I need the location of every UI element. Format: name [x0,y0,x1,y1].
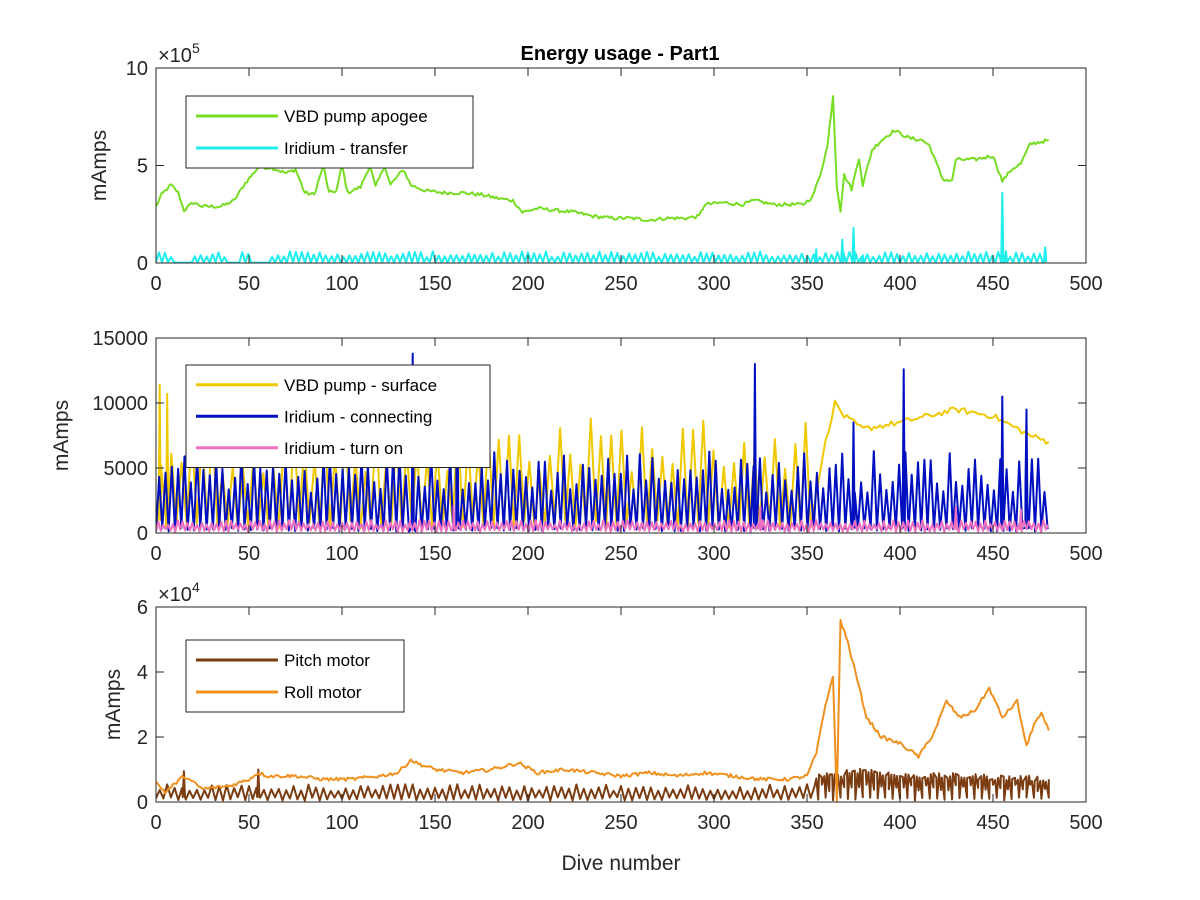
x-tick-label: 50 [238,543,260,565]
legend-entry-iridium-turn-on: Iridium - turn on [284,439,403,458]
subplot-2: 0 50 100 150 200 250 300 350 400 450 5000500010000… [50,328,1103,565]
y-multiplier-exponent: 5 [192,40,200,56]
y-tick-label: 5 [137,156,148,178]
subplot-1: Energy usage - Part1 ×105 0 50 100 150 200 25… [88,40,1103,295]
axes: 0 50 100 150 200 250 300 350 400 450 5000500010000… [92,328,1102,565]
legend-entry-iridium-connecting: Iridium - connecting [284,407,432,426]
y-tick-label: 15000 [92,328,148,350]
x-tick-label: 250 [604,812,637,834]
x-tick-label: 400 [883,273,916,295]
x-tick-label: 500 [1069,543,1102,565]
x-tick-label: 200 [511,812,544,834]
axes: 0 50 100 150 200 250 300 350 400 450 500 0 2 4 6 [137,597,1103,834]
x-tick-label: 150 [418,812,451,834]
y-tick-label: 6 [137,597,148,619]
series-line-vbd-pump-apogee [156,95,1049,223]
x-tick-label: 50 [238,273,260,295]
series-line-iridium-connecting [156,352,1049,533]
y-tick-label: 0 [137,523,148,545]
x-tick-label: 0 [150,543,161,565]
legend-box [185,639,405,713]
y-tick-label: 2 [137,727,148,749]
x-tick-label: 300 [697,543,730,565]
series-line-pitch-motor [156,767,1050,802]
x-tick-label: 450 [976,273,1009,295]
y-tick-label: 10 [126,58,148,80]
series-line-iridium-turn-on [156,504,1050,533]
x-tick-label: 300 [697,273,730,295]
y-tick-label: 4 [137,662,148,684]
y-axis-label: mAmps [88,130,111,201]
x-tick-label: 500 [1069,273,1102,295]
x-tick-label: 100 [325,543,358,565]
x-tick-label: 350 [790,812,823,834]
y-axis-label: mAmps [102,669,125,740]
y-multiplier-base: ×10 [158,584,192,606]
chart-title: Energy usage - Part1 [521,43,720,65]
series-line-roll-motor [156,618,1050,802]
legend-entry-vbd-pump-apogee: VBD pump apogee [284,107,428,126]
legend: VBD pump apogee Iridium - transfer [185,95,474,169]
legend-entry-roll-motor: Roll motor [284,683,362,702]
axes: 0 50 100 150 200 250 300 350 400 450 500 0 5 10 [126,58,1103,295]
y-axis-label: mAmps [50,400,73,471]
x-tick-label: 500 [1069,812,1102,834]
x-tick-label: 350 [790,273,823,295]
y-multiplier-exponent: 4 [192,579,200,595]
y-multiplier: ×105 [158,40,200,67]
x-axis-label: Dive number [561,852,680,875]
x-tick-label: 400 [883,812,916,834]
x-tick-label: 250 [604,273,637,295]
x-tick-label: 150 [418,273,451,295]
legend: Pitch motor Roll motor [185,639,405,713]
x-tick-label: 450 [976,543,1009,565]
x-tick-label: 0 [150,273,161,295]
y-tick-label: 0 [137,792,148,814]
y-tick-label: 10000 [92,393,148,415]
legend-entry-vbd-pump-surface: VBD pump - surface [284,376,437,395]
x-tick-label: 50 [238,812,260,834]
legend-entry-pitch-motor: Pitch motor [284,651,370,670]
plot-lines [156,618,1050,802]
series-line-vbd-pump-surface [156,383,1050,530]
x-tick-label: 100 [325,812,358,834]
subplot-3: ×104 0 50 100 150 200 250 300 350 400 450 5000246 … [102,579,1103,875]
y-multiplier: ×104 [158,579,200,606]
x-tick-label: 200 [511,543,544,565]
legend-entry-iridium-transfer: Iridium - transfer [284,139,408,158]
x-tick-label: 250 [604,543,637,565]
x-tick-label: 350 [790,543,823,565]
x-tick-label: 0 [150,812,161,834]
y-tick-label: 5000 [104,458,149,480]
y-multiplier-base: ×10 [158,45,192,67]
plot-lines [156,352,1050,533]
x-tick-label: 300 [697,812,730,834]
x-tick-label: 200 [511,273,544,295]
legend-box [185,95,474,169]
x-tick-label: 400 [883,543,916,565]
plot-lines [156,95,1049,263]
x-tick-label: 100 [325,273,358,295]
legend: VBD pump - surface Iridium - connecting … [185,364,491,468]
series-line-iridium-transfer [156,191,1048,263]
x-tick-label: 450 [976,812,1009,834]
y-tick-label: 0 [137,253,148,275]
x-tick-label: 150 [418,543,451,565]
